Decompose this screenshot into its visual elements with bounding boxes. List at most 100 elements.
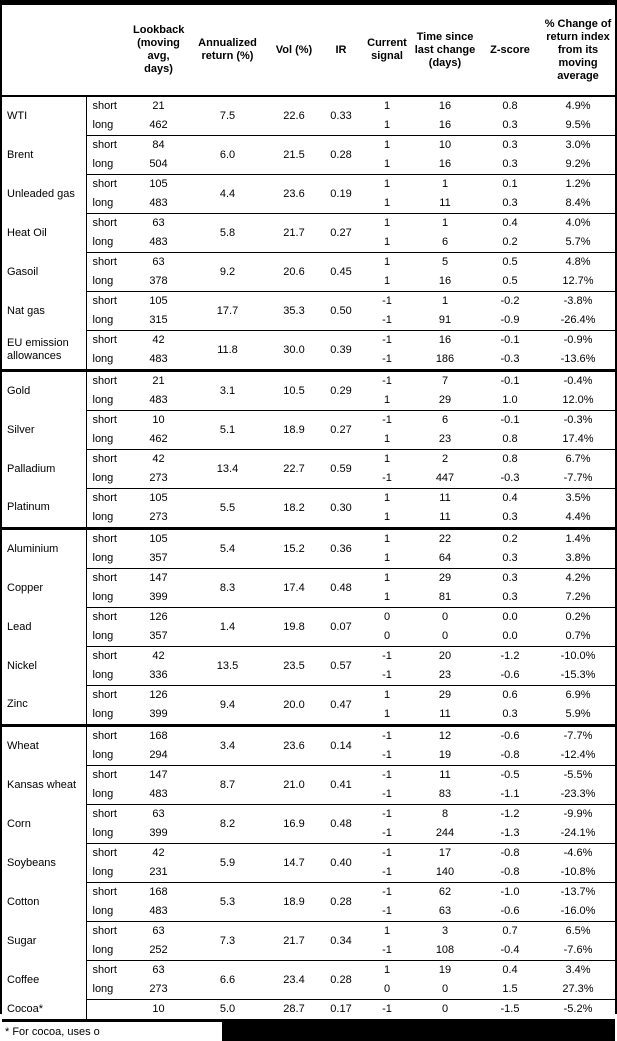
time-since-value: 20 [411, 646, 479, 666]
signal-value: 1 [363, 135, 411, 155]
footnote-row: * For cocoa, uses o [2, 1022, 615, 1041]
time-since-value: 108 [435, 944, 455, 956]
header-pct-change: % Change of return index from its moving… [541, 5, 615, 97]
signal-value: -1 [363, 291, 411, 311]
lookback-value: 42 [131, 449, 186, 469]
time-since-value: 7 [411, 369, 479, 391]
zscore-value: -1.2 [479, 804, 541, 824]
commodity-name: Nat gas [7, 304, 45, 317]
commodity-name: Brent [7, 148, 34, 161]
time-since-value: 6 [441, 236, 449, 248]
pct-change-value: 0.2% [541, 607, 615, 627]
signal-value: 0 [383, 983, 391, 995]
table-row: long 357 0 0 0.0 0.7% [2, 627, 615, 647]
signal-value: 1 [363, 252, 411, 272]
lookback-value: 399 [149, 591, 168, 603]
signal-value: 1 [363, 685, 411, 705]
lookback-value: 63 [131, 960, 186, 980]
pct-change-value: -10.0% [541, 646, 615, 666]
leg-label: long [85, 194, 131, 214]
leg-label: long [85, 116, 131, 136]
commodity-name: Silver [7, 423, 35, 436]
signal-value: 1 [363, 174, 411, 194]
leg-label: long [85, 508, 131, 529]
pct-change-value: 9.5% [565, 119, 591, 131]
zscore-value: 0.4 [479, 960, 541, 980]
signal-value: 0 [383, 630, 391, 642]
table-row: Aluminium short 105 5.4 15.2 0.36 1 22 0.2 1.4% [2, 527, 615, 569]
ir-value: 0.41 [319, 765, 363, 805]
zscore-value: 0.3 [502, 708, 518, 720]
time-since-value: 0 [411, 607, 479, 627]
time-since-value: 244 [435, 827, 455, 839]
lookback-value: 483 [149, 197, 168, 209]
pct-change-value: -3.8% [541, 291, 615, 311]
pct-change-value: -0.9% [541, 330, 615, 350]
zscore-value: -0.5 [479, 765, 541, 785]
time-since-value: 29 [438, 394, 452, 406]
lookback-value: 147 [131, 765, 186, 785]
ir-value: 0.57 [319, 646, 363, 686]
lookback-value: 483 [149, 353, 168, 365]
lookback-value: 105 [131, 527, 186, 549]
zscore-value: -0.2 [479, 291, 541, 311]
zscore-value: 1.5 [502, 983, 518, 995]
lookback-value: 252 [149, 944, 168, 956]
ir-value: 0.27 [319, 410, 363, 450]
vol-value: 22.6 [269, 95, 319, 136]
pct-change-value: -9.9% [541, 804, 615, 824]
ir-value: 0.48 [319, 804, 363, 844]
table-row: Soybeans short 42 5.9 14.7 0.40 -1 17 -0.8 -4.6% [2, 843, 615, 883]
zscore-value: 0.8 [479, 449, 541, 469]
leg-label: short [85, 527, 131, 549]
leg-label: short [85, 646, 131, 666]
commodity-name: WTI [7, 109, 28, 122]
lookback-value: 483 [149, 236, 168, 248]
vol-value: 35.3 [269, 291, 319, 331]
table-row: Nickel short 42 13.5 23.5 0.57 -1 20 -1.2 -10.0% [2, 646, 615, 686]
time-since-value: 11 [411, 765, 479, 785]
lookback-value: 483 [149, 394, 168, 406]
zscore-value: -0.1 [479, 330, 541, 350]
vol-value: 18.9 [269, 410, 319, 450]
time-since-value: 81 [438, 591, 452, 603]
table-row: long 483 1 29 1.0 12.0% [2, 391, 615, 411]
time-since-value: 140 [435, 866, 455, 878]
commodity-name: Wheat [2, 724, 86, 766]
leg-label: short [85, 843, 131, 863]
lookback-value: 105 [131, 488, 186, 508]
pct-change-value: 3.5% [541, 488, 615, 508]
leg-label: short [85, 724, 131, 746]
pct-change-value: -7.6% [563, 944, 593, 956]
zscore-value: 0.2 [502, 236, 518, 248]
vol-value: 21.5 [269, 135, 319, 175]
zscore-value: -0.1 [479, 369, 541, 391]
zscore-value: -0.9 [500, 314, 520, 326]
lookback-value: 483 [149, 905, 168, 917]
time-since-value: 91 [438, 314, 452, 326]
signal-value: 1 [383, 708, 391, 720]
pct-change-value: -0.4% [541, 369, 615, 391]
commodity-momentum-table: Lookback (moving avg, days) Annualized r… [2, 5, 615, 1022]
pct-change-value: 8.4% [565, 197, 591, 209]
annualized-return-value: 8.3 [186, 568, 269, 608]
ir-value: 0.28 [319, 882, 363, 922]
header-current-signal: Current signal [363, 5, 411, 97]
pct-change-value: -26.4% [560, 314, 596, 326]
leg-label: short [85, 685, 131, 705]
ir-value: 0.14 [319, 724, 363, 766]
lookback-value: 63 [131, 252, 186, 272]
lookback-value: 126 [131, 685, 186, 705]
pct-change-value: -4.6% [541, 843, 615, 863]
pct-change-value: 0.7% [565, 630, 591, 642]
time-since-value: 12 [411, 724, 479, 746]
header-annualized-return: Annualized return (%) [186, 5, 269, 97]
ir-value: 0.07 [319, 607, 363, 647]
lookback-value: 357 [149, 630, 168, 642]
table-row: Brent short 84 6.0 21.5 0.28 1 10 0.3 3.0% [2, 135, 615, 175]
pct-change-value: 5.9% [565, 708, 591, 720]
zscore-value: 0.3 [502, 158, 518, 170]
table-row: long 273 1 11 0.3 4.4% [2, 508, 615, 529]
pct-change-value: 12.7% [562, 275, 594, 287]
